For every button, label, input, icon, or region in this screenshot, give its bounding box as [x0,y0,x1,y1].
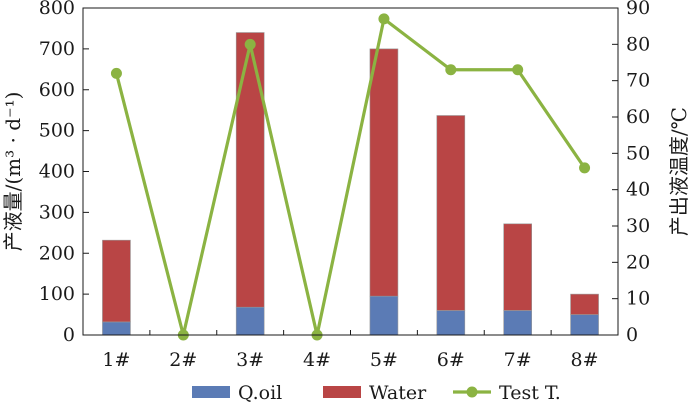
left-tick-label: 700 [39,38,75,60]
legend-label: Water [369,382,427,404]
bar-water-5 [369,48,399,297]
right-tick-label: 20 [626,251,650,273]
category-label: 8# [571,349,599,371]
left-tick-label: 800 [39,0,75,19]
legend-label: Test T. [499,382,561,404]
left-tick-label: 200 [39,242,75,264]
right-tick-label: 0 [626,324,638,346]
line-test-temperature [114,17,586,337]
left-axis-title: 产液量/(m³ · d⁻¹) [1,92,25,252]
legend-swatch-qoil [192,386,230,398]
bar-qoil-1 [102,321,131,336]
right-tick-label: 60 [626,106,650,128]
legend-swatch-marker [466,386,478,398]
bar-qoil-3 [235,306,265,336]
left-tick-label: 0 [63,324,75,346]
category-label: 1# [102,349,130,371]
category-label: 2# [169,349,197,371]
category-label: 5# [370,349,398,371]
right-tick-label: 70 [626,70,650,92]
bar-water-8 [570,293,599,315]
bar-qoil-6 [436,310,466,336]
left-tick-label: 400 [39,161,75,183]
right-tick-label: 30 [626,215,650,237]
category-label: 7# [504,349,532,371]
right-axis-title: 产出液温度/℃ [667,107,691,236]
point-test-temperature-3 [244,38,256,50]
point-test-temperature-5 [378,13,390,25]
category-label: 3# [236,349,264,371]
right-tick-label: 40 [626,179,650,201]
left-tick-label: 600 [39,79,75,101]
legend-swatch-water [323,386,361,398]
bar-water-3 [235,32,265,308]
bar-qoil-5 [369,295,399,336]
bar-qoil-7 [503,310,532,336]
point-test-temperature-1 [110,67,122,79]
left-tick-label: 300 [39,201,75,223]
category-label: 4# [303,349,331,371]
bar-water-1 [102,239,131,323]
right-tick-label: 80 [626,33,650,55]
legend-label: Q.oil [238,382,282,404]
category-label: 6# [437,349,465,371]
bar-water-7 [503,223,532,311]
point-test-temperature-6 [445,64,457,76]
bar-water-6 [436,115,466,311]
right-tick-label: 10 [626,288,650,310]
right-tick-label: 90 [626,0,650,19]
right-tick-label: 50 [626,142,650,164]
point-test-temperature-7 [512,64,524,76]
bar-qoil-8 [570,314,599,336]
point-test-temperature-8 [579,162,591,174]
left-tick-label: 100 [39,283,75,305]
left-tick-label: 500 [39,120,75,142]
